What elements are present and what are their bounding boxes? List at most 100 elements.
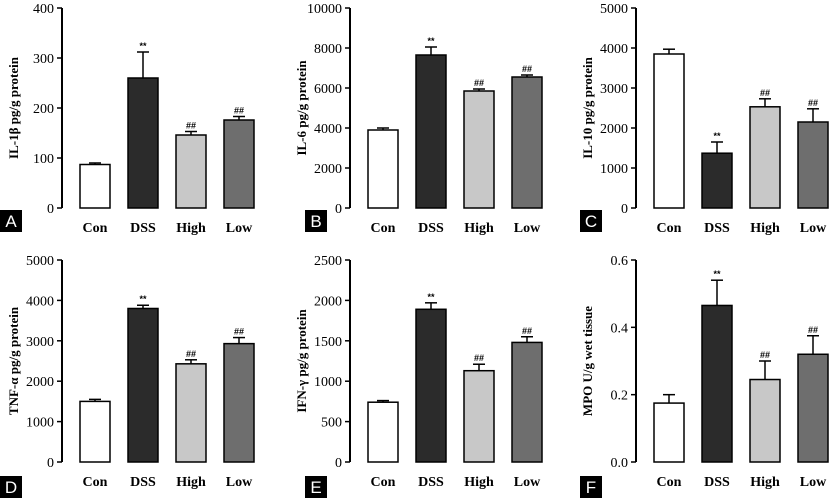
significance-marker: ** (713, 269, 721, 279)
panel-d: 0 1000 2000 3000 4000 5000 TNF-α pg/g protein C… (0, 254, 255, 498)
bar-con (79, 163, 111, 209)
significance-marker: ## (808, 325, 818, 335)
bar-high (463, 90, 495, 209)
bar-low (797, 353, 829, 463)
bar-dss (127, 77, 159, 209)
significance-marker: ** (427, 36, 435, 46)
bar-dss (127, 307, 159, 463)
y-tick-label: 2000 (314, 294, 342, 309)
panel-letter: D (5, 478, 17, 497)
significance-marker: ## (474, 78, 484, 88)
y-tick-label: 1000 (26, 416, 54, 431)
x-tick-label: DSS (418, 475, 444, 490)
panel-letter: F (586, 478, 596, 497)
significance-marker: ## (234, 106, 244, 116)
x-tick-label: Low (226, 221, 253, 236)
x-tick-label: High (750, 221, 780, 236)
y-axis-label: TNF-α pg/g protein (6, 306, 21, 415)
y-tick-label: 2000 (314, 162, 342, 177)
panel-letter-box (305, 476, 327, 498)
y-tick-label: 0 (47, 456, 54, 471)
y-tick-label: 4000 (314, 122, 342, 137)
bar-high (463, 369, 495, 463)
panel-letter-box (0, 476, 22, 498)
bar-low (511, 341, 543, 463)
x-tick-label: High (464, 221, 494, 236)
bar-low (223, 342, 255, 463)
panel-letter-box (305, 210, 327, 232)
panel-letter: E (310, 478, 321, 497)
y-axis-label: IL-10 pg/g protein (580, 56, 595, 158)
y-tick-label: 1500 (314, 335, 342, 350)
y-axis-label: IFN-γ pg/g protein (294, 309, 309, 413)
bar-dss (415, 308, 447, 463)
y-tick-label: 1000 (600, 162, 628, 177)
x-tick-label: Low (800, 475, 827, 490)
y-axis-label: IL-6 pg/g protein (294, 60, 309, 156)
bar-con (653, 402, 685, 463)
y-tick-label: 10000 (307, 2, 342, 17)
y-tick-label: 1000 (314, 375, 342, 390)
x-tick-label: Con (371, 475, 396, 490)
x-tick-label: High (176, 221, 206, 236)
x-tick-label: Con (657, 221, 682, 236)
bar-dss (701, 304, 733, 463)
x-tick-label: Low (800, 221, 827, 236)
x-tick-label: High (464, 475, 494, 490)
y-tick-label: 4000 (26, 294, 54, 309)
significance-marker: ## (522, 326, 532, 336)
significance-marker: ## (234, 327, 244, 337)
bar-high (175, 134, 207, 209)
x-tick-label: Low (226, 475, 253, 490)
y-tick-label: 0.0 (611, 456, 629, 471)
y-tick-label: 2000 (26, 375, 54, 390)
y-tick-label: 5000 (26, 254, 54, 269)
y-tick-label: 0 (621, 202, 628, 217)
bar-high (175, 363, 207, 463)
significance-marker: ** (713, 131, 721, 141)
y-axis-label: MPO U/g wet tissue (580, 306, 595, 416)
y-tick-label: 5000 (600, 2, 628, 17)
y-tick-label: 6000 (314, 82, 342, 97)
y-tick-label: 0.4 (611, 321, 629, 336)
x-tick-label: Con (83, 475, 108, 490)
significance-marker: ** (139, 41, 147, 51)
y-tick-label: 2500 (314, 254, 342, 269)
y-tick-label: 3000 (26, 335, 54, 350)
x-tick-label: Low (514, 475, 541, 490)
y-tick-label: 100 (33, 152, 54, 167)
significance-marker: ## (186, 121, 196, 131)
significance-marker: ## (760, 350, 770, 360)
panel-e: 0 500 1000 1500 2000 2500 IFN-γ pg/g protein Co… (294, 254, 543, 498)
panel-letter-box (0, 210, 22, 232)
bar-high (749, 378, 781, 463)
x-tick-label: DSS (130, 475, 156, 490)
bar-con (367, 129, 399, 209)
x-tick-label: DSS (704, 221, 730, 236)
y-tick-label: 0 (335, 202, 342, 217)
panel-f: 0.0 0.2 0.4 0.6 MPO U/g wet tissue Con ** DSS ##… (580, 254, 829, 498)
y-tick-label: 8000 (314, 42, 342, 57)
bar-con (367, 401, 399, 463)
x-tick-label: DSS (130, 221, 156, 236)
panel-letter-box (580, 476, 602, 498)
y-tick-label: 2000 (600, 122, 628, 137)
x-tick-label: Low (514, 221, 541, 236)
y-tick-label: 500 (321, 416, 342, 431)
y-tick-label: 0 (335, 456, 342, 471)
panel-letter: B (310, 212, 321, 231)
x-tick-label: High (750, 475, 780, 490)
y-tick-label: 200 (33, 102, 54, 117)
significance-marker: ** (427, 292, 435, 302)
y-tick-label: 0.2 (611, 389, 629, 404)
bar-con (79, 400, 111, 463)
y-axis-label: IL-1β pg/g protein (6, 56, 21, 159)
panel-letter: C (585, 212, 597, 231)
y-tick-label: 0.6 (611, 254, 629, 269)
bar-dss (415, 54, 447, 209)
bar-high (749, 106, 781, 209)
bar-low (223, 119, 255, 209)
x-tick-label: Con (83, 221, 108, 236)
significance-marker: ## (808, 98, 818, 108)
x-tick-label: Con (657, 475, 682, 490)
